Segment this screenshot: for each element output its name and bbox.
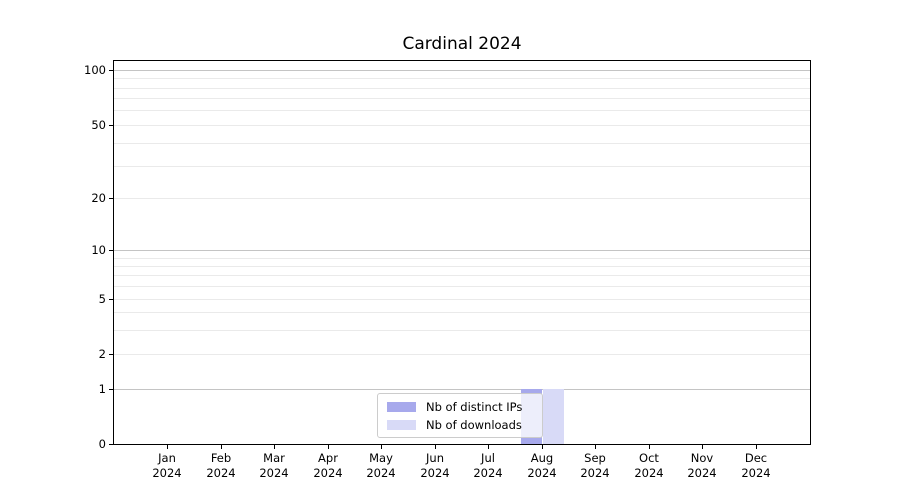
x-tick-label: Nov 2024 — [687, 451, 717, 480]
x-tick-label: Oct 2024 — [634, 451, 664, 480]
x-tick-label: Jan 2024 — [152, 451, 182, 480]
y-gridline-minor — [114, 330, 810, 331]
x-tick-mark — [595, 445, 596, 449]
y-tick-label: 10 — [91, 243, 106, 257]
y-tick-mark — [109, 299, 113, 300]
plot-layers: 100 50 20 10 5 2 1 0 Jan 2024 Feb 2024 Mar 2024 Apr 202… — [84, 61, 810, 480]
y-tick-label: 0 — [98, 437, 106, 451]
y-gridline-minor — [114, 299, 810, 300]
y-gridline-minor — [114, 125, 810, 126]
legend-row-distinct-ips: Nb of distinct IPs — [378, 398, 542, 416]
x-tick-label: Sep 2024 — [580, 451, 610, 480]
y-gridline-minor — [114, 166, 810, 167]
y-tick-label: 1 — [98, 382, 106, 396]
legend: Nb of distinct IPs Nb of downloads — [377, 393, 543, 438]
x-tick-mark — [649, 445, 650, 449]
x-tick-label: Jul 2024 — [473, 451, 503, 480]
x-tick-label: Jun 2024 — [420, 451, 450, 480]
legend-label-downloads: Nb of downloads — [426, 418, 522, 432]
y-gridline-minor — [114, 266, 810, 267]
y-gridline-minor — [114, 88, 810, 89]
y-gridline-minor — [114, 312, 810, 313]
x-tick-label: Dec 2024 — [741, 451, 771, 480]
legend-label-distinct-ips: Nb of distinct IPs — [426, 400, 523, 414]
y-gridline-major — [114, 389, 810, 390]
chart-title: Cardinal 2024 — [402, 34, 522, 54]
y-gridline-minor — [114, 275, 810, 276]
x-tick-mark — [221, 445, 222, 449]
y-tick-mark — [109, 250, 113, 251]
legend-swatch-distinct-ips — [387, 402, 416, 412]
legend-row-downloads: Nb of downloads — [378, 416, 542, 434]
y-tick-mark — [109, 389, 113, 390]
y-tick-mark — [109, 125, 113, 126]
x-tick-mark — [435, 445, 436, 449]
x-tick-mark — [328, 445, 329, 449]
y-gridline-minor — [114, 98, 810, 99]
y-gridline-minor — [114, 110, 810, 111]
y-gridline-major — [114, 250, 810, 251]
y-gridline-minor — [114, 143, 810, 144]
y-tick-mark — [109, 70, 113, 71]
y-tick-label: 2 — [98, 347, 106, 361]
x-tick-mark — [274, 445, 275, 449]
y-gridline-minor — [114, 258, 810, 259]
y-tick-mark — [109, 198, 113, 199]
y-tick-label: 5 — [98, 292, 106, 306]
x-tick-mark — [167, 445, 168, 449]
x-tick-mark — [542, 445, 543, 449]
y-tick-mark — [109, 354, 113, 355]
y-gridline-minor — [114, 354, 810, 355]
y-tick-label: 100 — [84, 63, 106, 77]
y-gridline-minor — [114, 286, 810, 287]
y-gridline-minor — [114, 198, 810, 199]
x-tick-mark — [488, 445, 489, 449]
x-tick-label: Mar 2024 — [259, 451, 289, 480]
legend-swatch-downloads — [387, 420, 416, 430]
x-tick-mark — [702, 445, 703, 449]
x-tick-label: Feb 2024 — [206, 451, 236, 480]
x-tick-mark — [381, 445, 382, 449]
bar-downloads-aug — [542, 389, 564, 444]
x-tick-label: Aug 2024 — [527, 451, 557, 480]
y-gridline-minor — [114, 78, 810, 79]
x-tick-label: May 2024 — [366, 451, 396, 480]
x-tick-mark — [756, 445, 757, 449]
plot-area: 100 50 20 10 5 2 1 0 Jan 2024 Feb 2024 Mar 2024 Apr 202… — [84, 60, 811, 480]
x-tick-label: Apr 2024 — [313, 451, 343, 480]
y-tick-label: 50 — [91, 118, 106, 132]
y-gridline-major — [114, 70, 810, 71]
y-tick-label: 20 — [91, 191, 106, 205]
y-tick-mark — [109, 444, 113, 445]
